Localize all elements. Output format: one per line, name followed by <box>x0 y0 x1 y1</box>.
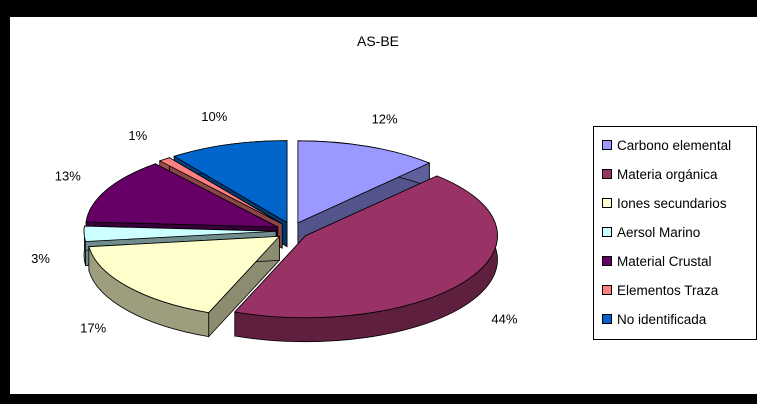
legend-item-material-crustal: Material Crustal <box>602 251 712 271</box>
legend-swatch <box>602 256 612 266</box>
data-label-carbono-elemental: 12% <box>372 111 398 126</box>
legend-swatch <box>602 314 612 324</box>
legend-label: Carbono elemental <box>617 137 732 153</box>
legend-swatch <box>602 169 612 179</box>
data-label-materia-org-nica: 44% <box>491 311 517 326</box>
legend-item-elementos-traza: Elementos Traza <box>602 280 718 300</box>
legend-label: No identificada <box>617 311 707 327</box>
legend-item-materia-organica: Materia orgánica <box>602 164 718 184</box>
data-label-material-crustal: 13% <box>55 169 81 184</box>
legend-swatch <box>602 285 612 295</box>
data-label-elementos-traza: 1% <box>128 128 147 143</box>
chart-title: AS-BE <box>357 33 399 49</box>
chart-legend: Carbono elemental Materia orgánica Iones… <box>593 126 757 340</box>
legend-label: Elementos Traza <box>617 282 719 298</box>
legend-item-carbono-elemental: Carbono elemental <box>602 135 731 155</box>
legend-item-no-identificada: No identificada <box>602 309 706 329</box>
legend-label: Material Crustal <box>617 253 712 269</box>
pie-slices <box>83 140 498 343</box>
pie-labels: 12% 44% 17% 3% 13% 1% 10% <box>31 109 518 336</box>
data-label-no-identificada: 10% <box>201 109 227 124</box>
legend-label: Iones secundarios <box>617 195 727 211</box>
legend-swatch <box>602 227 612 237</box>
legend-item-aersol-marino: Aersol Marino <box>602 222 700 242</box>
legend-label: Aersol Marino <box>617 224 701 240</box>
legend-swatch <box>602 198 612 208</box>
data-label-iones-secundarios: 17% <box>80 321 106 336</box>
pie-slice-iones-secundarios <box>88 235 281 338</box>
legend-swatch <box>602 140 612 150</box>
data-label-aersol-marino: 3% <box>31 251 50 266</box>
pie-slice-materia-org-nica <box>234 175 498 343</box>
legend-item-iones-secundarios: Iones secundarios <box>602 193 727 213</box>
legend-label: Materia orgánica <box>617 166 718 182</box>
